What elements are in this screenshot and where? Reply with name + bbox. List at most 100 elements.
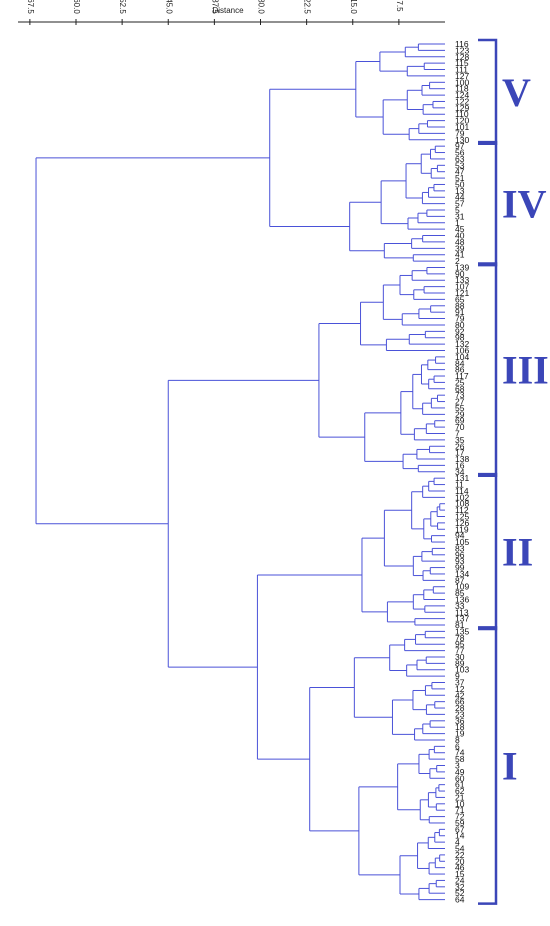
leaf-label: 40 <box>455 231 465 241</box>
leaf-label: 5 <box>455 205 460 215</box>
leaf-label: 74 <box>455 748 465 758</box>
leaf-label: 88 <box>455 301 465 311</box>
leaf-label: 29 <box>455 409 465 419</box>
leaf-label: 129 <box>455 103 469 113</box>
leaf-label: 25 <box>455 377 465 387</box>
leaf-label: 13 <box>455 186 465 196</box>
leaf-label: 56 <box>455 148 465 158</box>
cluster-bracket <box>478 38 498 146</box>
leaf-label: 97 <box>455 141 465 151</box>
leaf-label: 107 <box>455 282 469 292</box>
leaf-label: 89 <box>455 658 465 668</box>
cluster-label: IV <box>502 182 547 227</box>
leaf-label: 11 <box>455 480 464 490</box>
leaf-label: 65 <box>455 294 465 304</box>
leaf-label: 33 <box>455 601 465 611</box>
leaf-label: 26 <box>455 441 465 451</box>
cluster-label: V <box>502 70 531 115</box>
leaf-label: 34 <box>455 467 465 477</box>
leaf-label: 45 <box>455 224 465 234</box>
leaf-label: 131 <box>455 473 469 483</box>
leaf-label: 64 <box>455 895 465 905</box>
x-tick-label: 15.0 <box>349 0 358 14</box>
leaf-label: 104 <box>455 352 469 362</box>
x-tick-label: 60.0 <box>72 0 81 14</box>
leaf-label: 137 <box>455 614 469 624</box>
dendrogram-tree <box>35 43 445 901</box>
leaf-label: 4 <box>455 837 460 847</box>
leaf-label: 138 <box>455 454 469 464</box>
leaf-label: 121 <box>455 288 469 298</box>
leaf-label: 117 <box>455 371 469 381</box>
leaf-label: 118 <box>455 84 469 94</box>
leaf-label: 18 <box>455 722 465 732</box>
leaf-label: 55 <box>455 403 465 413</box>
leaf-label: 100 <box>455 77 469 87</box>
leaf-label: 119 <box>455 524 469 534</box>
leaf-label: 41 <box>455 250 465 260</box>
x-tick-label: 7.5 <box>395 0 404 12</box>
leaf-label: 77 <box>455 646 465 656</box>
leaf-label: 73 <box>455 390 465 400</box>
leaf-label: 19 <box>455 729 465 739</box>
leaf-label: 134 <box>455 569 469 579</box>
leaf-label: 70 <box>455 422 465 432</box>
leaf-label: 87 <box>455 575 465 585</box>
leaf-label: 28 <box>455 703 465 713</box>
leaf-label: 110 <box>455 109 469 119</box>
leaf-label: 93 <box>455 556 465 566</box>
leaf-label: 132 <box>455 339 469 349</box>
cluster-label: II <box>502 530 533 575</box>
leaf-labels: 1161231281151111271001181241221291101201… <box>455 39 469 905</box>
leaf-label: 71 <box>455 805 465 815</box>
leaf-label: 36 <box>455 716 465 726</box>
leaf-label: 102 <box>455 492 469 502</box>
leaf-label: 49 <box>455 767 465 777</box>
leaf-label: 1 <box>455 218 460 228</box>
leaf-label: 72 <box>455 812 465 822</box>
leaf-label: 109 <box>455 582 469 592</box>
leaf-label: 108 <box>455 499 469 509</box>
leaf-label: 67 <box>455 824 465 834</box>
leaf-label: 60 <box>455 773 465 783</box>
leaf-label: 113 <box>455 607 469 617</box>
leaf-label: 42 <box>455 690 465 700</box>
leaf-label: 91 <box>455 307 465 317</box>
x-tick-label: 52.5 <box>118 0 127 14</box>
leaf-label: 116 <box>455 39 469 49</box>
leaf-label: 84 <box>455 358 465 368</box>
leaf-label: 68 <box>455 384 465 394</box>
leaf-label: 44 <box>455 192 465 202</box>
leaf-label: 52 <box>455 888 465 898</box>
x-tick-label: 37.5 <box>210 0 219 14</box>
leaf-label: 94 <box>455 531 465 541</box>
leaf-label: 37 <box>455 678 465 688</box>
leaf-label: 106 <box>455 345 469 355</box>
cluster-label: III <box>502 348 549 393</box>
leaf-label: 99 <box>455 563 465 573</box>
leaf-label: 54 <box>455 844 465 854</box>
leaf-label: 127 <box>455 71 469 81</box>
leaf-label: 8 <box>455 735 460 745</box>
leaf-label: 125 <box>455 511 469 521</box>
leaf-label: 123 <box>455 45 469 55</box>
leaf-label: 126 <box>455 518 469 528</box>
leaf-label: 81 <box>455 620 465 630</box>
leaf-label: 15 <box>455 869 465 879</box>
cluster-bracket <box>478 140 498 267</box>
leaf-label: 86 <box>455 365 465 375</box>
cluster-label: I <box>502 744 518 789</box>
x-tick-label: 45.0 <box>164 0 173 14</box>
leaf-label: 114 <box>455 486 469 496</box>
x-axis-ticks: 67.5 60.0 52.5 45.0 37.5 30.0 22.5 15.0 7.5 <box>26 0 404 25</box>
leaf-label: 57 <box>455 199 465 209</box>
leaf-label: 53 <box>455 160 465 170</box>
leaf-label: 96 <box>455 550 465 560</box>
leaf-label: 2 <box>455 256 460 266</box>
leaf-label: 20 <box>455 856 465 866</box>
leaf-label: 24 <box>455 875 465 885</box>
leaf-label: 135 <box>455 626 469 636</box>
leaf-label: 66 <box>455 697 465 707</box>
leaf-label: 133 <box>455 275 469 285</box>
